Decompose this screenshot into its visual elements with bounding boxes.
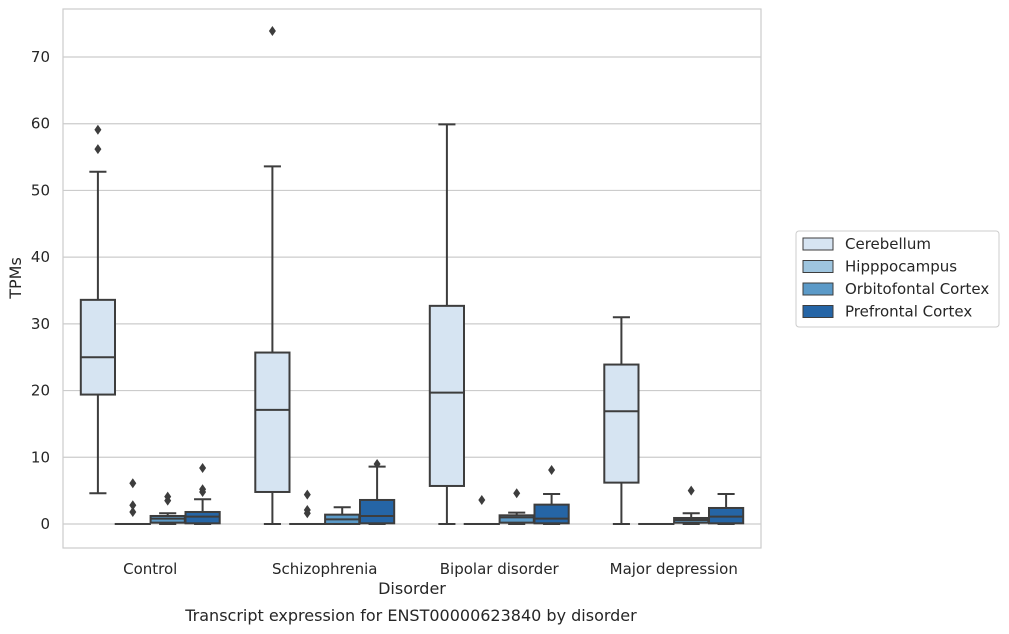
outlier-point [687, 485, 695, 496]
outlier-point [129, 500, 137, 511]
box-body [184, 510, 221, 525]
box-layer [79, 26, 745, 525]
legend-label: Prefrontal Cortex [845, 303, 972, 321]
box-body [603, 363, 640, 484]
box-body [533, 503, 570, 525]
box-body [254, 351, 291, 493]
box-0-2 [149, 491, 186, 525]
x-tick-label: Control [123, 560, 177, 578]
outlier-point [303, 489, 311, 500]
y-tick-label: 10 [31, 448, 50, 466]
outlier-point [548, 464, 556, 475]
outlier-point [513, 488, 521, 499]
outlier-point [94, 144, 102, 155]
box-3-0 [603, 316, 640, 525]
legend-swatch [802, 237, 834, 251]
outlier-point [129, 506, 137, 517]
outlier-point [94, 124, 102, 135]
box-1-2 [324, 506, 361, 525]
box-body [707, 506, 745, 525]
box-3-2 [673, 485, 710, 525]
box-1-0 [254, 26, 291, 525]
outlier-point [199, 484, 207, 495]
y-tick-label: 50 [31, 181, 50, 199]
legend-frame [795, 230, 1000, 328]
box-2-0 [428, 123, 466, 525]
box-2-3 [533, 464, 570, 525]
legend-label: Cerebellum [845, 235, 931, 253]
legend-label: Orbitofontal Cortex [845, 280, 989, 298]
box-body [79, 298, 117, 396]
x-tick-label: Schizophrenia [272, 560, 377, 578]
outlier-point [268, 26, 276, 37]
y-tick-label: 70 [31, 48, 50, 66]
legend: Cerebellum Hipppocampus Orbitofontal Corte… [795, 230, 1000, 328]
y-tick-label: 20 [31, 382, 50, 400]
legend-label: Hipppocampus [845, 258, 957, 276]
gridlines [63, 56, 761, 525]
outlier-point [129, 478, 137, 489]
legend-swatch [802, 282, 834, 296]
legend-swatch [802, 260, 834, 273]
x-tick-label: Major depression [610, 560, 738, 578]
x-axis-label: Disorder [378, 579, 446, 598]
outlier-point [164, 491, 172, 502]
box-1-1 [289, 489, 326, 525]
box-2-1 [463, 494, 500, 525]
box-1-3 [358, 458, 396, 525]
y-tick-label: 0 [40, 515, 50, 533]
box-0-1 [114, 478, 151, 525]
plot-area-frame [62, 8, 762, 549]
legend-swatch [802, 305, 834, 318]
box-0-3 [184, 462, 221, 525]
chart-caption: Transcript expression for ENST0000062384… [185, 606, 637, 625]
y-tick-label: 30 [31, 315, 50, 333]
outlier-point [199, 462, 207, 473]
box-2-2 [498, 488, 535, 525]
x-tick-labels: Control Schizophrenia Bipolar disorder Majo… [123, 560, 738, 578]
outlier-point [373, 458, 381, 469]
box-body [428, 304, 466, 487]
outlier-point [478, 494, 486, 505]
y-tick-label: 40 [31, 248, 50, 266]
y-tick-labels: 0 10 20 30 40 50 60 70 [31, 48, 50, 533]
y-axis-label: TPMs [6, 257, 25, 300]
box-body [358, 498, 396, 525]
outlier-point [303, 504, 311, 515]
box-0-0 [79, 124, 117, 495]
box-3-3 [707, 492, 745, 525]
y-tick-label: 60 [31, 115, 50, 133]
x-tick-label: Bipolar disorder [440, 560, 560, 578]
